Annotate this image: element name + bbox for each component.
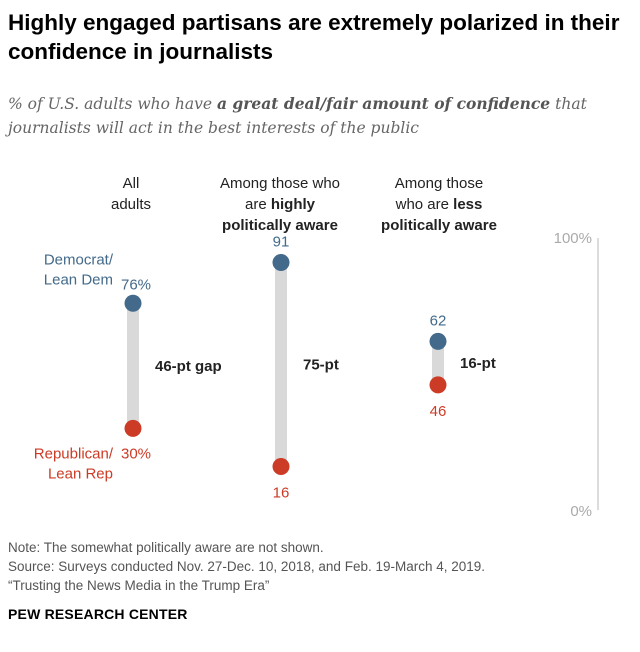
column-header-bold: politically aware [222,217,338,234]
y-axis-tick-label: 0% [570,503,592,520]
chart-title: Highly engaged partisans are extremely p… [8,10,620,64]
democrat-point [124,294,142,312]
gap-bar [275,262,287,467]
gap-label: 16-pt [460,355,496,372]
column-header-line: are highly [205,194,355,215]
gap-bar [127,303,139,429]
democrat-series-label: Democrat/ [44,251,114,268]
republican-series-label: Republican/ [34,445,114,462]
republican-point [124,419,142,437]
column-header-line: Among those [394,175,484,192]
column-header-text: are [244,196,271,213]
footer-report: “Trusting the News Media in the Trump Er… [8,578,270,593]
column-header-line: adults [110,196,152,213]
republican-value-label: 16 [273,484,290,501]
republican-point [272,457,290,475]
gap-bar [432,341,444,385]
footer-source: Source: Surveys conducted Nov. 27-Dec. 1… [8,559,486,574]
democrat-value-label: 76% [121,276,151,293]
republican-value-label: 46 [430,403,447,420]
column-header-less-aware: Among those who are less politically awa… [368,173,510,236]
column-header-line: All [122,175,140,192]
republican-series-label: Lean Rep [48,465,113,482]
column-header-all-adults: All adults [96,173,166,215]
y-axis-tick-label: 100% [554,230,592,247]
subtitle-suffix: that journalists will act in the best in… [8,95,587,137]
democrat-value-label: 62 [430,312,447,329]
democrat-point [272,253,290,271]
subtitle-prefix: % of U.S. adults who have [8,95,217,113]
subtitle-emphasis: a great deal/fair amount of confidence [216,94,551,113]
democrat-series-label: Lean Dem [44,271,113,288]
column-header-bold: politically aware [381,217,497,234]
republican-value-label: 30% [121,445,151,462]
column-header-text: who are [395,196,454,213]
column-header-line: politically aware [368,215,510,236]
democrat-value-label: 91 [273,233,290,250]
column-header-highly-aware: Among those who are highly politically a… [205,173,355,236]
brand-name: PEW RESEARCH CENTER [8,606,188,622]
republican-point [429,376,447,394]
chart-subtitle: % of U.S. adults who have a great deal/f… [8,92,633,140]
footer-note: Note: The somewhat politically aware are… [8,540,324,555]
column-header-line: Among those who [219,175,341,192]
column-header-bold: less [453,196,483,213]
column-header-bold: highly [270,196,316,213]
column-header-line: politically aware [205,215,355,236]
gap-label: 75-pt [303,356,339,373]
democrat-point [429,332,447,350]
column-header-line: who are less [368,194,510,215]
gap-label: 46-pt gap [155,358,222,375]
